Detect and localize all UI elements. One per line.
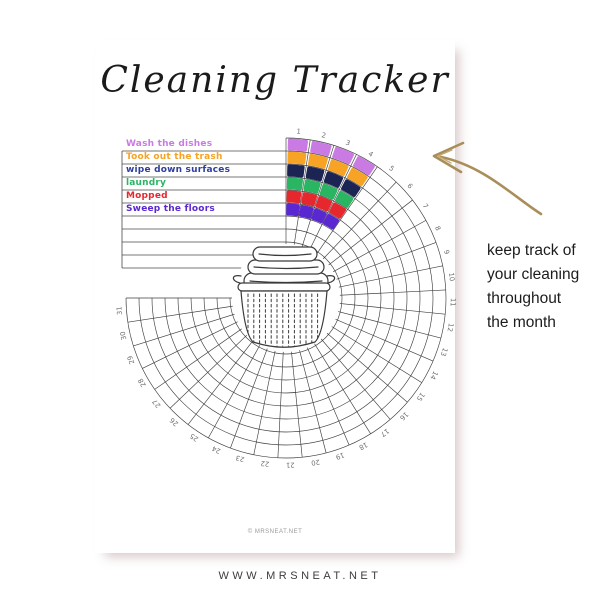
towel-fold-line — [258, 253, 312, 257]
ring-arc — [229, 241, 343, 355]
day-number-label: 6 — [405, 182, 414, 191]
day-number-label: 7 — [421, 202, 430, 210]
arrow-head — [432, 141, 465, 174]
laundry-basket-illustration — [232, 244, 340, 352]
day-number-label: 13 — [439, 347, 449, 358]
day-number-label: 15 — [415, 391, 427, 403]
day-number-label: 5 — [387, 164, 395, 173]
day-number-label: 4 — [367, 150, 375, 159]
day-number-label: 17 — [379, 427, 391, 439]
basket-handle — [232, 275, 242, 284]
tracker-cell — [298, 204, 314, 219]
day-number-label: 24 — [211, 444, 222, 455]
day-number-label: 19 — [335, 451, 346, 461]
ring-arc — [138, 150, 434, 446]
tracker-cell — [315, 196, 333, 212]
day-number-label: 14 — [428, 370, 439, 381]
tracker-cell — [323, 171, 344, 188]
towel-fold-line — [253, 266, 319, 270]
day-number-label: 3 — [344, 139, 351, 148]
chart-grid — [125, 137, 447, 459]
marketing-caption: keep track of your cleaning throughout t… — [487, 242, 580, 332]
tracker-cell — [287, 138, 309, 152]
day-number-label: 8 — [433, 225, 442, 232]
day-number-label: 18 — [358, 440, 369, 451]
day-number-label: 30 — [119, 331, 129, 341]
tracker-cell — [307, 153, 328, 169]
arrow-shaft — [439, 155, 543, 216]
tracker-cell — [287, 151, 307, 165]
day-number-label: 11 — [449, 298, 457, 307]
day-number-label: 20 — [310, 457, 320, 466]
day-number-label: 10 — [447, 272, 456, 282]
tracker-cell — [335, 190, 354, 208]
tracker-cell — [347, 167, 368, 187]
task-table-lines — [121, 150, 286, 269]
copyright-note: © MRSNEAT.NET — [247, 529, 303, 535]
day-number-label: 9 — [442, 249, 451, 255]
day-number-label: 2 — [321, 131, 327, 140]
day-number-label: 31 — [115, 306, 124, 315]
day-number-label: 16 — [398, 410, 410, 422]
day-number-label: 25 — [188, 432, 200, 443]
day-number-label: 21 — [286, 461, 295, 469]
day-number-label: 23 — [235, 453, 246, 463]
page-title: Cleaning Tracker — [100, 60, 450, 101]
ring-arc — [177, 189, 395, 407]
tracker-cell — [353, 156, 375, 176]
basket-handle — [326, 275, 336, 284]
tracker-cell — [311, 208, 327, 224]
ring-arc — [164, 176, 408, 420]
day-number-label: 22 — [260, 459, 270, 468]
ring-arc — [151, 163, 421, 433]
tracker-cell — [332, 146, 354, 165]
tracker-cell — [310, 140, 332, 157]
day-number-label: 27 — [151, 398, 163, 410]
ring-arc — [203, 215, 369, 381]
tracker-cell — [303, 179, 321, 194]
day-number-label: 1 — [296, 128, 301, 136]
tracker-cell — [301, 192, 318, 207]
tracker-cell — [341, 179, 361, 198]
ring-arc — [216, 228, 356, 368]
tracker-cell — [305, 166, 325, 182]
day-number-label: 28 — [137, 377, 148, 389]
gold-arrow-icon — [432, 141, 543, 216]
basket-rim — [237, 282, 331, 292]
tracker-cell — [319, 183, 338, 200]
tracker-cell — [286, 203, 300, 217]
day-number-label: 12 — [445, 322, 454, 332]
ring-arc — [190, 202, 382, 394]
arrow-head-inner — [437, 149, 453, 164]
day-number-label: 29 — [126, 354, 137, 365]
day-number-label: 26 — [168, 416, 180, 428]
towel — [252, 246, 318, 262]
tracker-cell — [286, 177, 304, 191]
tracker-cell — [323, 213, 339, 230]
chart-filled-cells — [286, 138, 375, 230]
basket-weave-texture — [247, 293, 319, 347]
tracker-cell — [287, 164, 305, 178]
tracker-cell — [328, 159, 349, 177]
tracker-cell — [286, 190, 302, 204]
ring-arc — [125, 137, 447, 459]
website-footer: WWW.MRSNEAT.NET — [218, 570, 382, 582]
day-number-labels: 1 234567891011121314151617181920212223242… — [115, 128, 456, 469]
tracker-cell — [329, 202, 347, 219]
